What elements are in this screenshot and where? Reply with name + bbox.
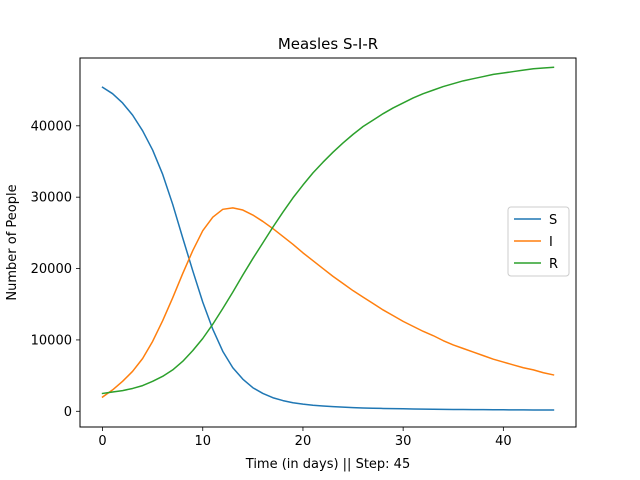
x-axis-title: Time (in days) || Step: 45 [245, 457, 410, 472]
y-tick-label: 0 [64, 405, 72, 420]
x-tick-label: 40 [495, 434, 512, 449]
series-line-r [101, 66, 555, 395]
legend-label-r: R [549, 257, 558, 272]
y-axis-title: Number of People [5, 184, 20, 300]
x-tick-label: 0 [98, 434, 106, 449]
y-tick-label: 30000 [31, 191, 72, 206]
y-tick-label: 10000 [31, 333, 72, 348]
chart-title: Measles S-I-R [278, 35, 378, 53]
legend: SIR [507, 206, 570, 277]
legend-label-s: S [549, 213, 557, 228]
x-tick-label: 10 [194, 434, 211, 449]
y-tick-label: 40000 [31, 119, 72, 134]
x-tick-label: 20 [295, 434, 312, 449]
y-tick-label: 20000 [31, 262, 72, 277]
plot-area [101, 66, 555, 411]
series-line-i [101, 207, 555, 399]
axes-frame [79, 57, 577, 428]
legend-label-i: I [549, 235, 553, 250]
x-tick-label: 30 [395, 434, 412, 449]
series-line-s [101, 86, 555, 411]
axis-ticks: 0 10 20 30 40 0 10000 20000 30000 40000 [31, 119, 512, 449]
